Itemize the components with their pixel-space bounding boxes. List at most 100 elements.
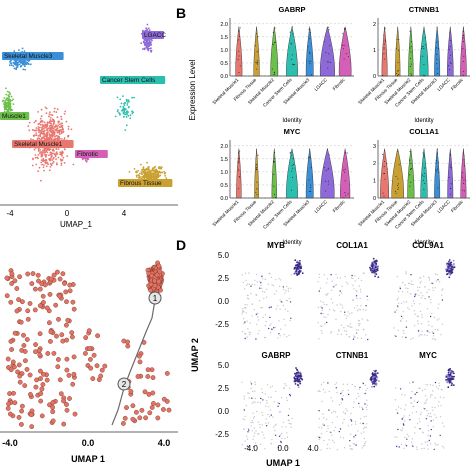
trajectory-cell bbox=[71, 354, 77, 360]
feature-cell bbox=[412, 445, 414, 447]
umap-cell bbox=[46, 161, 48, 164]
violin-shape bbox=[395, 26, 401, 77]
violin-shape bbox=[253, 26, 260, 77]
feature-cell bbox=[404, 408, 406, 411]
umap-cell bbox=[37, 149, 40, 152]
trajectory-cell bbox=[70, 299, 76, 305]
violin-shape bbox=[340, 148, 351, 199]
feature-cell-hot bbox=[445, 379, 447, 382]
feature-cell bbox=[342, 422, 344, 424]
trajectory-cell bbox=[21, 343, 27, 348]
umap-cell bbox=[35, 127, 38, 129]
cluster-label: Fibrotic bbox=[77, 151, 99, 158]
umap-cell bbox=[18, 63, 21, 66]
panel-b-letter: B bbox=[176, 5, 186, 21]
panel-a-x-label: UMAP_1 bbox=[60, 220, 93, 229]
feature-cell bbox=[438, 401, 440, 403]
feature-cell bbox=[355, 444, 357, 446]
violin-point bbox=[410, 58, 412, 59]
feature-cell bbox=[396, 436, 398, 438]
feature-cell bbox=[251, 303, 253, 305]
feature-cell bbox=[424, 297, 426, 300]
feature-cell bbox=[241, 443, 244, 446]
trajectory-cell bbox=[59, 332, 65, 338]
umap-cell bbox=[151, 169, 154, 171]
feature-cell bbox=[336, 416, 338, 418]
feature-cell bbox=[252, 438, 254, 440]
violin-point bbox=[345, 28, 347, 30]
violin-point bbox=[255, 33, 257, 35]
umap-cell bbox=[51, 162, 54, 165]
umap-cell bbox=[12, 65, 15, 67]
feature-cell bbox=[324, 323, 326, 325]
feature-cell-hot bbox=[448, 381, 451, 384]
feature-cell bbox=[242, 310, 244, 312]
umap-cell bbox=[9, 60, 12, 62]
violin-point bbox=[238, 176, 240, 178]
umap-cell bbox=[40, 130, 43, 133]
feature-cell-hot bbox=[449, 376, 451, 379]
umap-cell bbox=[55, 162, 58, 165]
violin-shape bbox=[419, 26, 429, 77]
feature-cell bbox=[400, 429, 402, 431]
violin-y-tick: 1 bbox=[373, 48, 376, 54]
violin-point bbox=[448, 176, 450, 178]
feature-cell bbox=[267, 396, 270, 398]
umap-cell bbox=[63, 162, 66, 164]
feature-cell bbox=[333, 441, 335, 444]
trajectory-cell bbox=[102, 363, 108, 369]
feature-cell-hot bbox=[377, 276, 380, 278]
violin-point bbox=[291, 54, 293, 56]
violin-point bbox=[237, 58, 239, 60]
feature-cell bbox=[411, 438, 413, 440]
umap-cell bbox=[49, 128, 52, 131]
violin-shape bbox=[320, 147, 335, 199]
feature-cell bbox=[291, 417, 293, 420]
feature-cell bbox=[250, 332, 252, 334]
feature-cell bbox=[266, 288, 268, 290]
umap-cell bbox=[46, 138, 49, 141]
feature-cell bbox=[353, 436, 355, 438]
trajectory-cell bbox=[40, 382, 46, 387]
umap-cell bbox=[117, 109, 119, 111]
umap-cell bbox=[54, 154, 57, 156]
umap-cell bbox=[44, 154, 46, 156]
umap-cell bbox=[39, 152, 41, 155]
feature-cell bbox=[275, 390, 277, 393]
violin-point bbox=[386, 168, 388, 170]
umap-cell bbox=[139, 172, 141, 175]
trajectory-cell bbox=[19, 403, 25, 409]
umap-cell bbox=[5, 98, 8, 101]
cluster-label-box bbox=[12, 140, 74, 148]
feature-cell bbox=[326, 321, 328, 324]
umap-cell bbox=[129, 114, 132, 117]
feature-cell bbox=[342, 411, 345, 413]
panel-c-x-tick-3: 4.0 bbox=[158, 438, 171, 448]
feature-cell bbox=[439, 416, 442, 418]
feature-cell bbox=[432, 409, 434, 411]
panel-c-points bbox=[4, 260, 172, 429]
umap-cell bbox=[52, 127, 55, 130]
feature-cell bbox=[318, 390, 320, 392]
feature-cell bbox=[329, 431, 331, 433]
feature-cell bbox=[275, 434, 277, 436]
trajectory-cell bbox=[83, 335, 89, 340]
feature-cell bbox=[335, 387, 337, 389]
feature-cell bbox=[244, 332, 246, 335]
violin-point bbox=[328, 26, 330, 28]
umap-cell bbox=[60, 115, 63, 118]
violin-point bbox=[325, 170, 327, 172]
feature-cell bbox=[433, 448, 435, 451]
feature-cell bbox=[417, 289, 419, 292]
feature-cell bbox=[357, 392, 359, 395]
feature-cell bbox=[432, 384, 434, 386]
violin-point bbox=[396, 150, 398, 152]
trajectory-cell bbox=[130, 416, 136, 422]
feature-cell bbox=[243, 398, 245, 400]
umap-cell bbox=[48, 133, 51, 135]
feature-cell-hot bbox=[448, 373, 450, 376]
feature-gene-title: CTNNB1 bbox=[336, 351, 369, 360]
feature-cell bbox=[434, 381, 437, 384]
violin-point bbox=[328, 53, 330, 55]
umap-cell bbox=[123, 104, 126, 107]
